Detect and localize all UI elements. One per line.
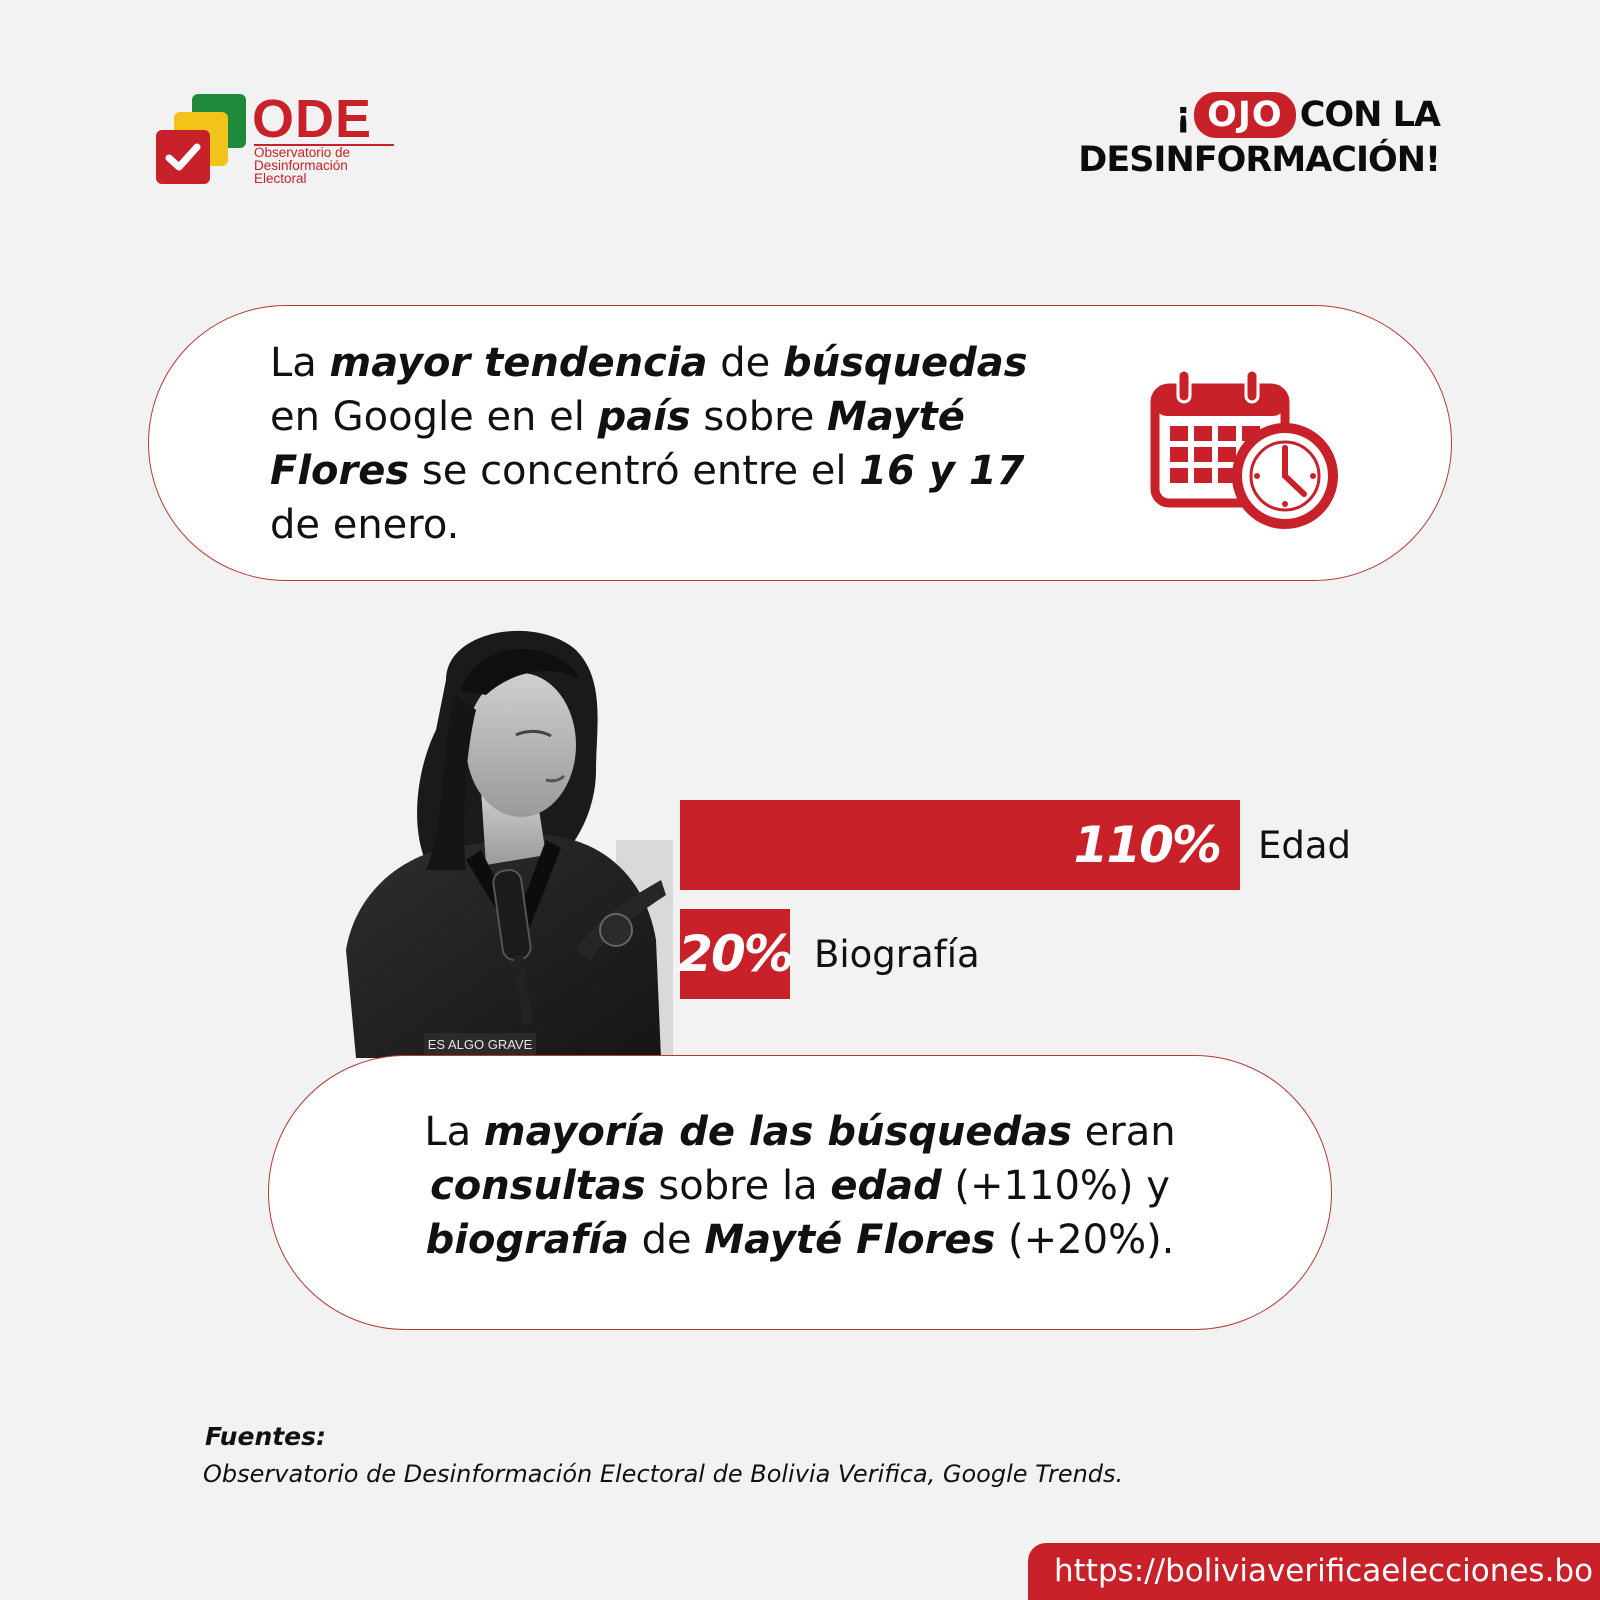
bar-category-label: Biografía <box>814 932 980 976</box>
bar-value-label: 20% <box>678 925 794 983</box>
text-run: se concentró entre el <box>409 448 860 494</box>
info-card-bottom <box>268 1055 1332 1330</box>
info-card-top <box>148 305 1452 581</box>
bar-biografia: 20% <box>678 909 794 999</box>
bar-value-label: 110% <box>1073 816 1222 874</box>
text-run: sobre la <box>645 1163 831 1209</box>
checkmark-icon <box>156 130 210 184</box>
campaign-header: ¡ OJO CON LA DESINFORMACIÓN! <box>1020 92 1441 182</box>
sources-label: Fuentes: <box>205 1422 327 1451</box>
bar-row-edad: 110% Edad <box>680 800 1351 890</box>
sources-text: Observatorio de Desinformación Electoral… <box>203 1460 1124 1488</box>
emphasis-run: Mayté Flores <box>270 394 965 494</box>
header-highlight: OJO <box>1194 92 1296 138</box>
text-run: La <box>270 340 330 386</box>
text-run: de <box>707 340 783 386</box>
text-run: La <box>424 1109 484 1155</box>
header-prefix: ¡ <box>1175 95 1191 135</box>
ode-logo: ODE Observatorio de Desinformación Elect… <box>156 90 396 190</box>
calendar-clock-icon <box>1150 368 1340 533</box>
bar-edad: 110% <box>680 800 1240 890</box>
logo-squares <box>156 90 251 185</box>
text-run: (+110%) y <box>941 1163 1170 1209</box>
text-run: de enero. <box>270 502 460 548</box>
emphasis-run: país <box>597 394 691 440</box>
logo-subtitle-line: Observatorio de <box>254 145 351 160</box>
logo-subtitle-line: Desinformación <box>254 158 348 173</box>
text-run: eran <box>1071 1109 1176 1155</box>
logo-subtitle: Observatorio de Desinformación Electoral <box>254 145 404 186</box>
info-card-bottom-text: La mayoría de las búsquedas eran consult… <box>290 1105 1310 1267</box>
emphasis-run: búsquedas <box>782 340 1028 386</box>
header-line1-rest: CON LA <box>1299 95 1441 135</box>
logo-subtitle-line: Electoral <box>254 171 307 186</box>
campaign-header-line2: DESINFORMACIÓN! <box>1078 140 1441 180</box>
person-photo: ES ALGO GRAVE <box>346 620 673 1058</box>
bar-chart: 110% Edad 20% Biografía <box>678 800 1400 1000</box>
emphasis-run: biografía <box>425 1217 629 1263</box>
logo-name: ODE <box>252 89 373 149</box>
info-card-top-text: La mayor tendencia de búsquedas en Googl… <box>270 336 1060 552</box>
text-run: (+20%). <box>995 1217 1175 1263</box>
text-run: en Google en el <box>270 394 598 440</box>
emphasis-run: mayor tendencia <box>329 340 708 386</box>
emphasis-run: consultas <box>430 1163 646 1209</box>
bar-category-label: Edad <box>1258 823 1352 867</box>
photo-caption: ES ALGO GRAVE <box>428 1037 533 1052</box>
emphasis-run: Mayté Flores <box>704 1217 996 1263</box>
logo-rule <box>254 144 394 146</box>
bar-row-biografia: 20% Biografía <box>678 909 980 999</box>
emphasis-run: edad <box>830 1163 942 1209</box>
campaign-header-line1: ¡ OJO CON LA <box>1020 92 1441 138</box>
emphasis-run: 16 y 17 <box>859 448 1025 494</box>
text-run: de <box>628 1217 705 1263</box>
emphasis-run: mayoría de las búsquedas <box>483 1109 1072 1155</box>
website-link[interactable]: https://boliviaverificaelecciones.bo <box>1028 1543 1600 1600</box>
text-run: sobre <box>690 394 828 440</box>
